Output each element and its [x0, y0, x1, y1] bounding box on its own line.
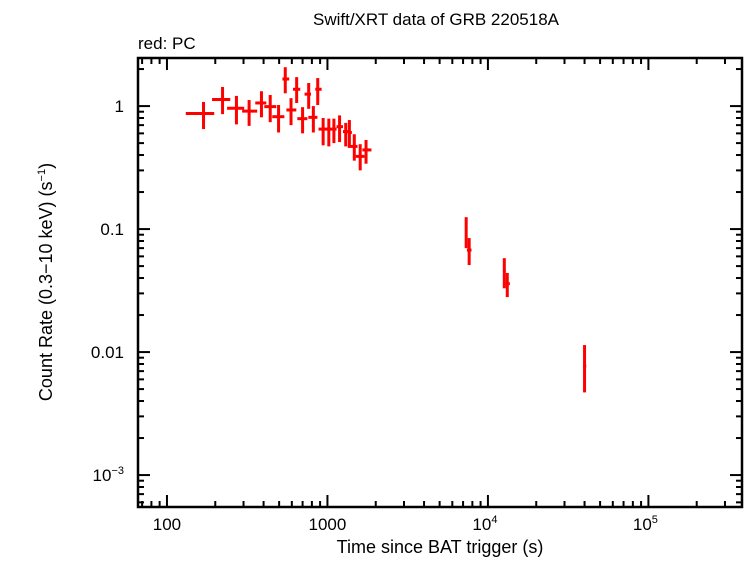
- data-point: [242, 100, 258, 126]
- data-point: [502, 258, 506, 289]
- data-point: [466, 238, 472, 266]
- tick-labels: 100 1000 104 105 1 0.1 0.01 10−3: [91, 97, 658, 534]
- y-tick-label: 0.01: [91, 343, 124, 362]
- data-point: [264, 95, 277, 123]
- x-tick-label: 105: [633, 514, 658, 534]
- data-point: [282, 67, 290, 94]
- data-point: [286, 98, 297, 126]
- x-tick-label: 104: [472, 514, 497, 534]
- y-axis-label: Count Rate (0.3−10 keV) (s−1): [36, 163, 56, 401]
- x-axis-label: Time since BAT trigger (s): [337, 537, 544, 557]
- y-tick-label: 0.1: [100, 220, 124, 239]
- data-point: [297, 107, 308, 134]
- data-point: [342, 122, 349, 147]
- data-point: [331, 118, 337, 144]
- data-point: [315, 78, 322, 106]
- data-point: [583, 345, 587, 393]
- data-point: [318, 118, 328, 146]
- data-point: [464, 217, 468, 249]
- data-point: [227, 95, 245, 125]
- data-point: [308, 106, 318, 133]
- data-point: [505, 272, 510, 298]
- data-point: [347, 120, 352, 148]
- data-points: [185, 67, 587, 393]
- data-point: [212, 86, 231, 115]
- data-point: [185, 101, 215, 130]
- legend-note: red: PC: [138, 34, 196, 53]
- data-point: [272, 105, 285, 133]
- axis-ticks: [138, 58, 742, 507]
- y-tick-label: 1: [115, 97, 124, 116]
- x-tick-label: 1000: [309, 515, 347, 534]
- data-point: [255, 91, 267, 118]
- data-point: [336, 115, 343, 143]
- x-tick-label: 100: [153, 515, 181, 534]
- data-point: [362, 139, 372, 164]
- data-point: [304, 83, 312, 109]
- data-point: [326, 118, 332, 147]
- plot-frame: [136, 56, 744, 509]
- data-point: [292, 77, 301, 103]
- y-tick-label: 10−3: [93, 465, 124, 485]
- chart-title: Swift/XRT data of GRB 220518A: [313, 10, 560, 29]
- data-point: [355, 144, 365, 171]
- data-point: [347, 134, 358, 161]
